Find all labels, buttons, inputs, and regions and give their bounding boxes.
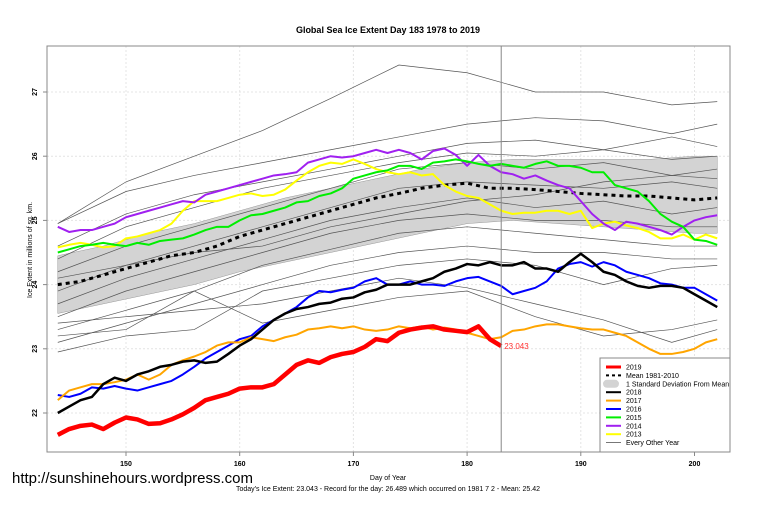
series-line-2013	[57, 158, 718, 249]
legend-label: 2018	[626, 390, 642, 397]
x-tick-label: 160	[234, 461, 246, 468]
y-tick-label: 24	[32, 281, 39, 289]
chart-subtitle: Today's Ice Extent: 23.043 - Record for …	[236, 486, 540, 493]
plot-frame	[46, 45, 731, 453]
other-year-line	[57, 181, 718, 292]
legend-label: Every Other Year	[626, 440, 680, 447]
other-year-line	[57, 162, 718, 273]
x-axis-label: Day of Year	[370, 475, 407, 482]
chart-title: Global Sea Ice Extent Day 183 1978 to 20…	[296, 25, 480, 35]
other-year-line	[57, 149, 718, 260]
legend-label: 2019	[626, 365, 642, 372]
other-year-line	[57, 258, 718, 353]
legend-box	[599, 357, 731, 453]
legend-label: 2015	[626, 415, 642, 422]
axes: 150 160 170 180 190 200 22 23 24 25 26 27	[32, 88, 700, 468]
legend-label: 2016	[626, 407, 642, 414]
series-line-2018	[57, 252, 718, 415]
legend-label: 1 Standard Deviation From Mean	[626, 381, 729, 388]
y-tick-label: 23	[32, 345, 39, 353]
legend-label: 2014	[626, 423, 642, 430]
y-tick-label: 25	[32, 216, 39, 224]
year-series	[56, 147, 718, 437]
legend-label: Mean 1981-2010	[626, 373, 679, 380]
legend-swatch	[603, 379, 619, 388]
other-year-line	[57, 226, 718, 330]
x-tick-label: 200	[689, 461, 701, 468]
other-year-line	[57, 64, 718, 224]
x-tick-label: 150	[120, 461, 132, 468]
x-tick-label: 170	[348, 461, 360, 468]
current-value-label: 23.043	[504, 342, 529, 351]
y-axis-label: Ice Extent in millions of sq. km.	[27, 202, 34, 298]
y-tick-label: 22	[32, 409, 39, 417]
y-tick-label: 27	[32, 88, 39, 96]
series-line-2014	[57, 147, 718, 236]
legend-label: 2013	[626, 432, 642, 439]
x-tick-label: 190	[575, 461, 587, 468]
x-tick-label: 180	[461, 461, 473, 468]
series-line-2019	[56, 324, 503, 437]
sd-band	[57, 155, 718, 314]
sd-band-area	[57, 155, 718, 314]
mean-dashed-line	[57, 181, 718, 287]
other-year-line	[57, 277, 718, 343]
other-year-line	[57, 245, 718, 343]
legend-label: 2017	[626, 398, 642, 405]
series-line-2017	[57, 323, 718, 401]
other-year-line	[57, 290, 718, 337]
other-year-line	[57, 117, 718, 224]
mean-line	[57, 181, 718, 287]
watermark-url[interactable]: http://sunshinehours.wordpress.com	[12, 470, 253, 487]
other-year-line	[57, 175, 718, 279]
other-year-line	[57, 197, 718, 305]
series-line-2015	[57, 158, 718, 254]
other-year-line	[57, 136, 718, 247]
y-tick-label: 26	[32, 152, 39, 160]
